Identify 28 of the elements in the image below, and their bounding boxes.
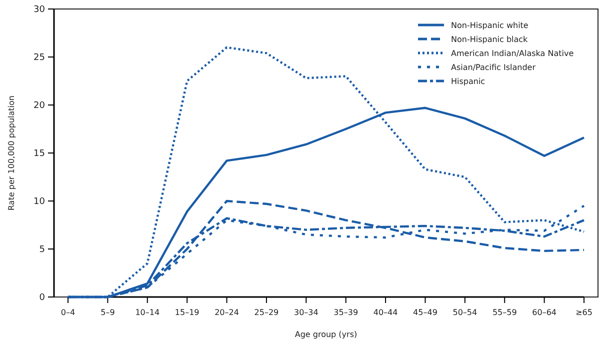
x-tick-label: 0–4: [60, 308, 76, 317]
x-tick-label: ≥65: [576, 308, 592, 317]
x-tick-label: 20–24: [214, 308, 239, 317]
y-tick-label: 25: [34, 52, 45, 63]
x-tick-label: 30–34: [294, 308, 318, 317]
legend-label: Non-Hispanic white: [451, 21, 528, 30]
x-tick-label: 55–59: [492, 308, 517, 317]
y-tick-label: 10: [34, 196, 46, 207]
x-tick-label: 40–44: [373, 308, 398, 317]
legend-label: Non-Hispanic black: [451, 35, 528, 44]
x-tick-label: 60–64: [532, 308, 556, 317]
legend-label: Hispanic: [451, 77, 486, 86]
y-tick-label: 30: [34, 4, 46, 15]
x-tick-label: 50–54: [452, 308, 478, 317]
y-tick-label: 20: [34, 100, 46, 111]
x-tick-label: 35–39: [334, 308, 358, 317]
x-axis-title: Age group (yrs): [294, 330, 358, 339]
y-tick-label: 0: [39, 292, 46, 303]
x-tick-label: 5–9: [100, 308, 115, 317]
x-tick-label: 10–14: [135, 308, 160, 317]
x-tick-label: 15–19: [174, 308, 200, 317]
y-tick-label: 15: [34, 148, 45, 159]
legend-label: Asian/Pacific Islander: [451, 63, 536, 72]
x-tick-label: 45–49: [413, 308, 438, 317]
y-tick-label: 5: [39, 244, 45, 255]
legend-label: American Indian/Alaska Native: [451, 49, 574, 58]
y-axis-title: Rate per 100,000 population: [7, 96, 16, 210]
x-tick-label: 25–29: [254, 308, 279, 317]
